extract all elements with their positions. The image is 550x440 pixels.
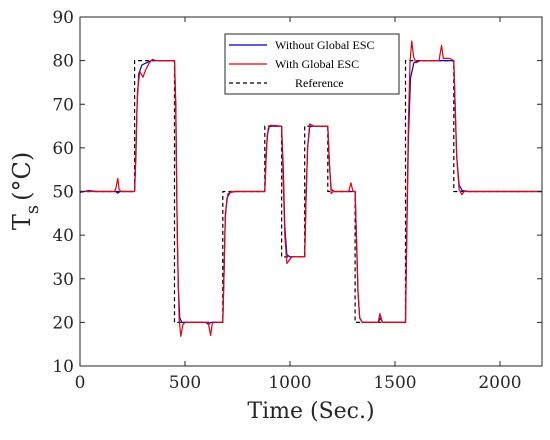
y-tick-label: 30 xyxy=(52,270,74,290)
y-axis-title-unit: (°C) xyxy=(8,152,36,201)
y-axis-title: Ts (°C) xyxy=(8,152,43,230)
x-tick-label: 1500 xyxy=(373,373,416,393)
y-tick-label: 40 xyxy=(52,226,74,246)
series-layer xyxy=(79,40,542,337)
legend-label-without-esc: Without Global ESC xyxy=(275,38,375,52)
x-tick-label: 1000 xyxy=(268,373,311,393)
y-tick-label: 20 xyxy=(52,313,74,333)
y-tick-label: 90 xyxy=(52,8,74,28)
y-tick-label: 10 xyxy=(52,357,74,377)
y-tick-label: 50 xyxy=(52,183,74,203)
y-tick-label: 80 xyxy=(52,52,74,72)
y-axis-title-main: T xyxy=(8,214,36,230)
ticks-layer: 0 500 1000 1500 2000 10 20 30 40 50 60 70 80 90 xyxy=(52,8,542,393)
x-tick-label: 500 xyxy=(169,373,201,393)
x-tick-label: 2000 xyxy=(478,373,521,393)
x-tick-label: 0 xyxy=(75,373,86,393)
series-line-with-esc xyxy=(80,40,542,337)
y-tick-label: 70 xyxy=(52,95,74,115)
y-axis-title-subscript: s xyxy=(22,205,43,214)
y-tick-label: 60 xyxy=(52,139,74,159)
legend-label-reference: Reference xyxy=(295,76,344,90)
legend-label-with-esc: With Global ESC xyxy=(275,57,359,71)
x-axis-title: Time (Sec.) xyxy=(247,399,374,424)
legend: Without Global ESC With Global ESC Refer… xyxy=(224,33,400,95)
